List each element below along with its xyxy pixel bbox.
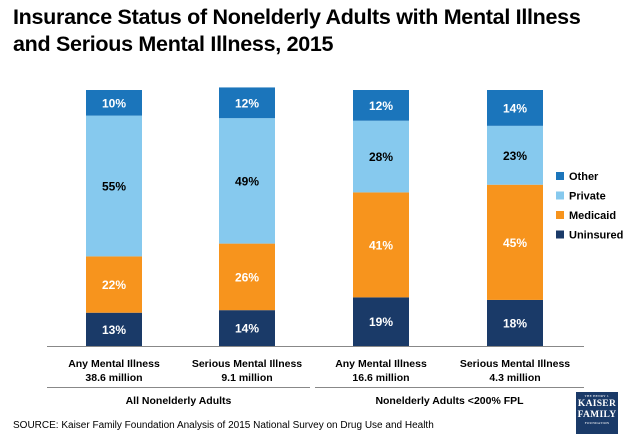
data-label-other-1: 10% <box>102 96 126 110</box>
kff-logo: THE HENRY J. KAISER FAMILY FOUNDATION <box>576 392 618 434</box>
logo-kaiser-text: KAISER <box>577 399 617 409</box>
category-sublabel-2: 9.1 million <box>221 372 272 384</box>
bar-private-2 <box>219 118 275 244</box>
data-label-other-2: 12% <box>235 96 259 110</box>
bar-medicaid-2 <box>219 243 275 311</box>
bar-private-1 <box>86 115 142 257</box>
source-note: SOURCE: Kaiser Family Foundation Analysi… <box>13 420 434 431</box>
data-label-private-1: 55% <box>102 180 126 194</box>
bar-other-2 <box>219 87 275 119</box>
data-label-other-3: 12% <box>369 99 393 113</box>
bar-private-3 <box>353 120 409 193</box>
logo-family-text: FAMILY <box>577 410 617 420</box>
data-label-medicaid-4: 45% <box>503 236 527 250</box>
bar-uninsured-1 <box>86 312 142 346</box>
legend-label-medicaid: Medicaid <box>569 210 616 222</box>
category-label-3: Any Mental Illness <box>335 358 427 370</box>
data-label-uninsured-1: 13% <box>102 323 126 337</box>
category-sublabel-1: 38.6 million <box>85 372 142 384</box>
legend-swatch-medicaid <box>556 211 564 219</box>
chart-title: Insurance Status of Nonelderly Adults wi… <box>13 5 581 56</box>
legend-label-uninsured: Uninsured <box>569 230 623 242</box>
data-label-other-4: 14% <box>503 101 527 115</box>
data-label-uninsured-2: 14% <box>235 322 259 336</box>
bar-other-4 <box>487 90 543 126</box>
bar-other-1 <box>86 90 142 116</box>
bar-uninsured-4 <box>487 299 543 346</box>
logo-top-text: THE HENRY J. <box>584 394 610 398</box>
data-label-private-3: 28% <box>369 150 393 164</box>
logo-foundation-text: FOUNDATION <box>584 421 610 425</box>
category-sublabel-4: 4.3 million <box>489 372 540 384</box>
legend-label-private: Private <box>569 191 606 203</box>
data-label-medicaid-3: 41% <box>369 238 393 252</box>
category-label-2: Serious Mental Illness <box>192 358 302 370</box>
group-label-1: All Nonelderly Adults <box>126 395 232 407</box>
bar-medicaid-1 <box>86 256 142 313</box>
data-label-uninsured-3: 19% <box>369 315 393 329</box>
group-label-2: Nonelderly Adults <200% FPL <box>375 395 524 407</box>
bar-medicaid-4 <box>487 184 543 300</box>
data-label-private-2: 49% <box>235 174 259 188</box>
data-label-medicaid-2: 26% <box>235 270 259 284</box>
legend-swatch-private <box>556 191 564 200</box>
category-label-4: Serious Mental Illness <box>460 358 570 370</box>
bar-uninsured-3 <box>353 297 409 346</box>
category-label-1: Any Mental Illness <box>68 358 160 370</box>
data-label-medicaid-1: 22% <box>102 278 126 292</box>
bar-private-4 <box>487 125 543 185</box>
category-sublabel-3: 16.6 million <box>352 372 409 384</box>
legend-label-other: Other <box>569 171 599 183</box>
bar-uninsured-2 <box>219 310 275 346</box>
bar-medicaid-3 <box>353 192 409 298</box>
data-label-private-4: 23% <box>503 149 527 163</box>
legend-swatch-uninsured <box>556 230 564 239</box>
legend-swatch-other <box>556 172 564 180</box>
data-label-uninsured-4: 18% <box>503 316 527 330</box>
bar-other-3 <box>353 90 409 121</box>
